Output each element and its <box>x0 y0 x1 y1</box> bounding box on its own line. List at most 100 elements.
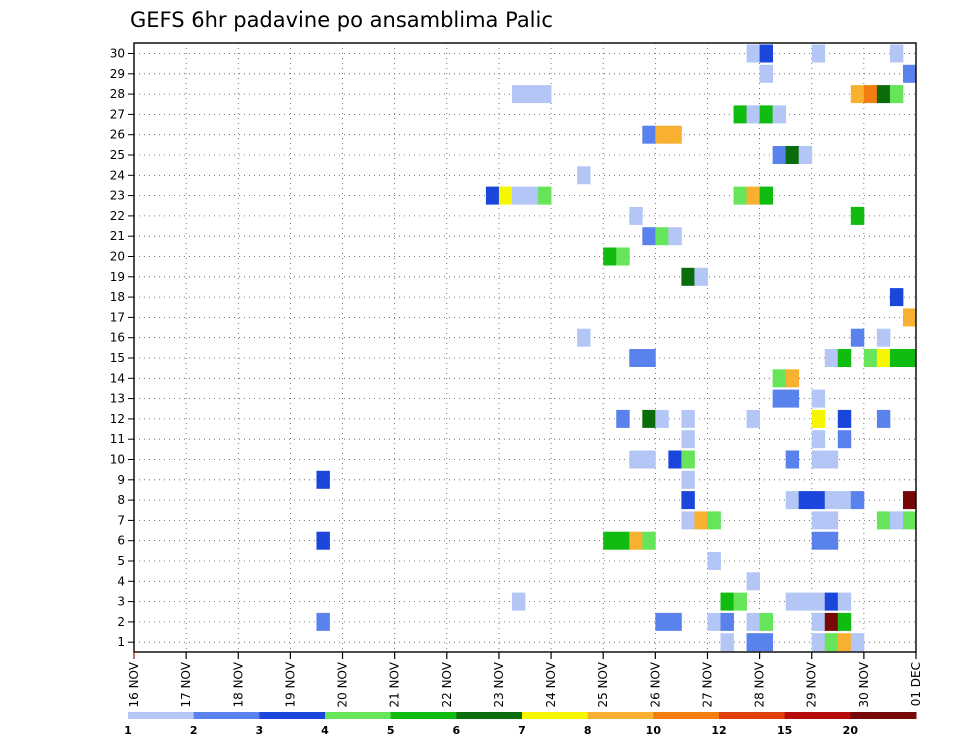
colorbar-swatch <box>128 712 195 719</box>
precip-cell <box>681 491 695 510</box>
precip-cell <box>759 633 774 652</box>
precip-cell <box>603 531 617 550</box>
x-tick-label: 28 NOV <box>753 661 767 707</box>
precip-cell <box>759 44 774 63</box>
y-tick-label: 18 <box>110 290 125 304</box>
y-tick-label: 22 <box>110 209 125 223</box>
precip-cell <box>746 186 760 205</box>
x-tick-label: 17 NOV <box>179 661 193 707</box>
precip-cell <box>746 44 760 63</box>
x-tick-label: 27 NOV <box>700 661 714 707</box>
x-tick-label: 23 NOV <box>492 661 506 707</box>
precip-cell <box>889 44 904 63</box>
precip-cell <box>785 369 800 388</box>
chart-title: GEFS 6hr padavine po ansamblima Palic <box>130 8 553 32</box>
x-tick-label: 21 NOV <box>388 661 402 707</box>
precip-cell <box>316 531 330 550</box>
colorbar-level-label: 20 <box>843 724 859 737</box>
colorbar-level-label: 7 <box>518 724 526 737</box>
precip-cell <box>668 612 682 631</box>
precip-cell <box>811 389 826 408</box>
precip-cell <box>746 612 760 631</box>
colorbar-swatch <box>850 712 917 719</box>
precip-cell <box>629 531 643 550</box>
precip-cell <box>746 105 760 124</box>
precip-cell <box>798 491 813 510</box>
y-tick-label: 30 <box>110 47 125 61</box>
x-tick-label: 19 NOV <box>283 661 297 707</box>
x-tick-label: 16 NOV <box>127 661 141 707</box>
precip-cell <box>824 592 839 611</box>
precip-cell <box>889 349 904 367</box>
colorbar-level-label: 6 <box>453 724 461 737</box>
precip-cell <box>889 85 904 104</box>
precip-cell <box>902 64 917 83</box>
precip-cell <box>785 491 800 510</box>
colorbar-legend: 1 2 3 4 5 6 7 8 10 12 15 20 <box>124 712 917 737</box>
precip-cell <box>876 409 891 428</box>
precip-cell <box>538 186 552 205</box>
y-axis: 1234567891011121314151617181920212223242… <box>110 47 134 649</box>
precip-cell <box>811 633 826 652</box>
precip-cell <box>642 227 656 246</box>
precip-cell <box>681 267 695 286</box>
y-tick-label: 19 <box>110 270 125 284</box>
y-tick-label: 24 <box>110 168 125 182</box>
y-tick-label: 23 <box>110 189 125 203</box>
x-tick-label: 30 NOV <box>857 661 871 707</box>
precip-cell <box>824 349 839 367</box>
precip-cell <box>889 288 904 307</box>
precip-cell <box>694 511 708 530</box>
precip-cell <box>811 531 826 550</box>
precip-cell <box>577 166 591 185</box>
y-tick-label: 26 <box>110 128 125 142</box>
colorbar-level-label: 12 <box>711 724 726 737</box>
precip-cell <box>811 450 826 469</box>
precip-cell <box>902 491 917 510</box>
precip-cell <box>811 409 826 428</box>
precip-cell <box>837 612 852 631</box>
precip-cell <box>785 450 800 469</box>
precip-cell <box>733 105 747 124</box>
colorbar-level-label: 3 <box>256 724 264 737</box>
colorbar-level-label: 10 <box>646 724 662 737</box>
x-tick-label: 18 NOV <box>231 661 245 707</box>
x-axis: 16 NOV 17 NOV 18 NOV 19 NOV 20 NOV 21 NOV 22 N… <box>127 652 923 708</box>
precip-cell <box>525 85 539 104</box>
precip-cell <box>850 633 865 652</box>
colorbar-level-label: 4 <box>321 724 329 737</box>
precip-cell <box>629 206 643 225</box>
precip-cell <box>837 430 852 449</box>
y-tick-label: 7 <box>117 513 125 527</box>
y-tick-label: 1 <box>117 635 125 649</box>
y-tick-label: 13 <box>110 392 125 406</box>
x-tick-label: 24 NOV <box>544 661 558 707</box>
precip-cell <box>577 328 591 347</box>
colorbar-swatch <box>522 712 589 719</box>
colorbar-level-label: 5 <box>387 724 395 737</box>
data-cells <box>316 44 917 652</box>
precip-cell <box>668 450 682 469</box>
precip-cell <box>668 227 682 246</box>
precip-cell <box>850 206 865 225</box>
precip-cell <box>720 592 734 611</box>
precip-cell <box>720 633 734 652</box>
colorbar-swatch <box>784 712 851 719</box>
y-tick-label: 16 <box>110 331 125 345</box>
y-tick-label: 2 <box>117 615 125 629</box>
precip-cell <box>811 44 826 63</box>
precip-cell <box>655 612 669 631</box>
precip-cell <box>902 349 917 367</box>
precip-cell <box>538 85 552 104</box>
colorbar-level-label: 15 <box>777 724 792 737</box>
precip-cell <box>811 592 826 611</box>
precip-cell <box>824 531 839 550</box>
y-tick-label: 14 <box>110 371 125 385</box>
precip-cell <box>655 409 669 428</box>
x-tick-label: 20 NOV <box>336 661 350 707</box>
precip-cell <box>837 592 852 611</box>
precip-cell <box>863 85 878 104</box>
precip-cell <box>707 552 721 570</box>
colorbar-level-label: 1 <box>124 724 132 737</box>
